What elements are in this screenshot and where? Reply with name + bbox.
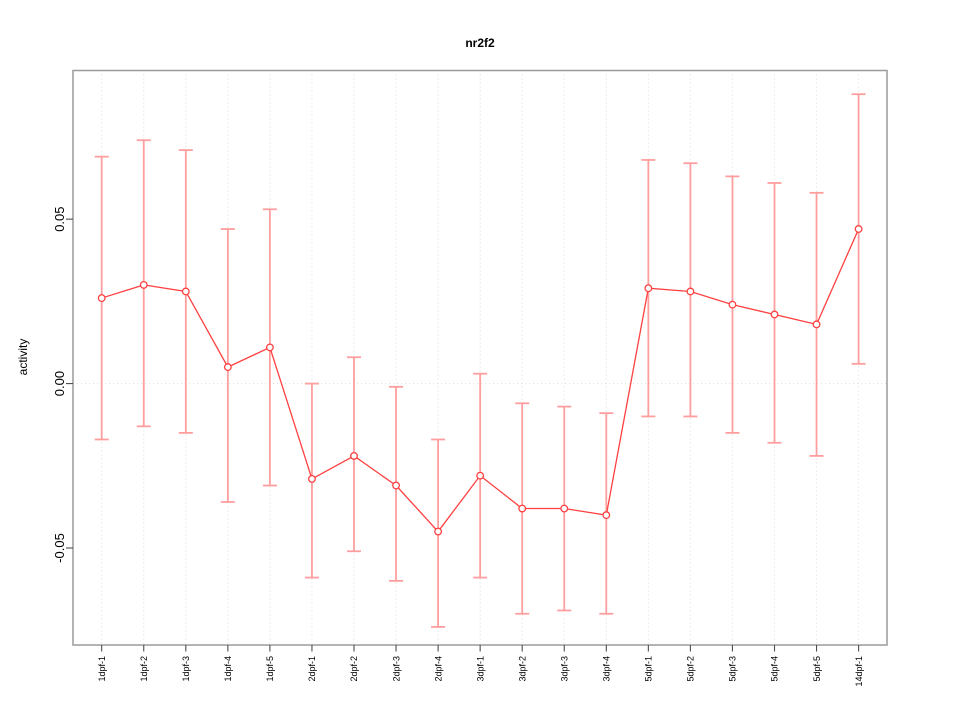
x-tick-label: 2dpf-4: [433, 656, 443, 682]
data-point: [728, 300, 737, 309]
data-point: [602, 511, 611, 520]
y-tick-label: 0.00: [52, 371, 67, 396]
data-point: [223, 363, 232, 372]
data-point: [560, 504, 569, 513]
x-tick-label: 3dpf-3: [559, 656, 569, 682]
data-point: [686, 287, 695, 296]
x-tick-label: 1dpf-2: [139, 656, 149, 682]
x-tick-label: 1dpf-1: [97, 656, 107, 682]
x-tick-label: 2dpf-2: [349, 656, 359, 682]
data-point: [476, 471, 485, 480]
y-tick-label: -0.05: [52, 533, 67, 563]
x-tick-label: 5dpf-3: [728, 656, 738, 682]
data-point: [644, 284, 653, 293]
chart-layers: 1dpf-1 1dpf-2 1dpf-3 1dpf-4 1dpf-5 2dpf-1 2dpf…: [52, 69, 888, 687]
data-point: [139, 280, 148, 289]
data-point: [265, 343, 274, 352]
data-point: [770, 310, 779, 319]
data-point: [812, 320, 821, 329]
data-point: [434, 527, 443, 536]
data-point: [854, 225, 863, 233]
x-tick-label: 3dpf-2: [517, 656, 527, 682]
data-point: [518, 504, 527, 513]
y-tick-label: 0.05: [52, 206, 67, 231]
y-axis-label: activity: [16, 339, 30, 376]
data-point: [392, 481, 400, 490]
x-tick-label: 2dpf-1: [307, 656, 317, 682]
x-tick-label: 5dpf-1: [644, 656, 654, 682]
axis-ticks: [66, 218, 860, 652]
x-tick-label: 1dpf-5: [265, 656, 275, 682]
x-tick-label: 5dpf-2: [686, 656, 696, 682]
y-tick-labels: -0.05 0.00 0.05: [52, 206, 67, 562]
data-point: [181, 287, 190, 296]
x-tick-label: 1dpf-3: [181, 656, 191, 682]
x-tick-label: 1dpf-4: [223, 656, 233, 682]
x-tick-label: 5dpf-4: [770, 656, 780, 682]
error-bars: [94, 93, 866, 628]
x-tick-labels: 1dpf-1 1dpf-2 1dpf-3 1dpf-4 1dpf-5 2dpf-1 2dpf…: [97, 656, 864, 687]
x-tick-label: 2dpf-3: [391, 656, 401, 682]
x-tick-label: 3dpf-1: [475, 656, 485, 682]
data-points: [97, 225, 863, 536]
data-point: [350, 451, 358, 460]
data-point: [97, 294, 106, 303]
chart-title: nr2f2: [465, 36, 495, 50]
data-point: [308, 474, 316, 483]
x-tick-label: 5dpf-5: [812, 656, 822, 682]
x-tick-label: 14dpf-1: [854, 656, 864, 687]
x-tick-label: 3dpf-4: [602, 656, 612, 682]
